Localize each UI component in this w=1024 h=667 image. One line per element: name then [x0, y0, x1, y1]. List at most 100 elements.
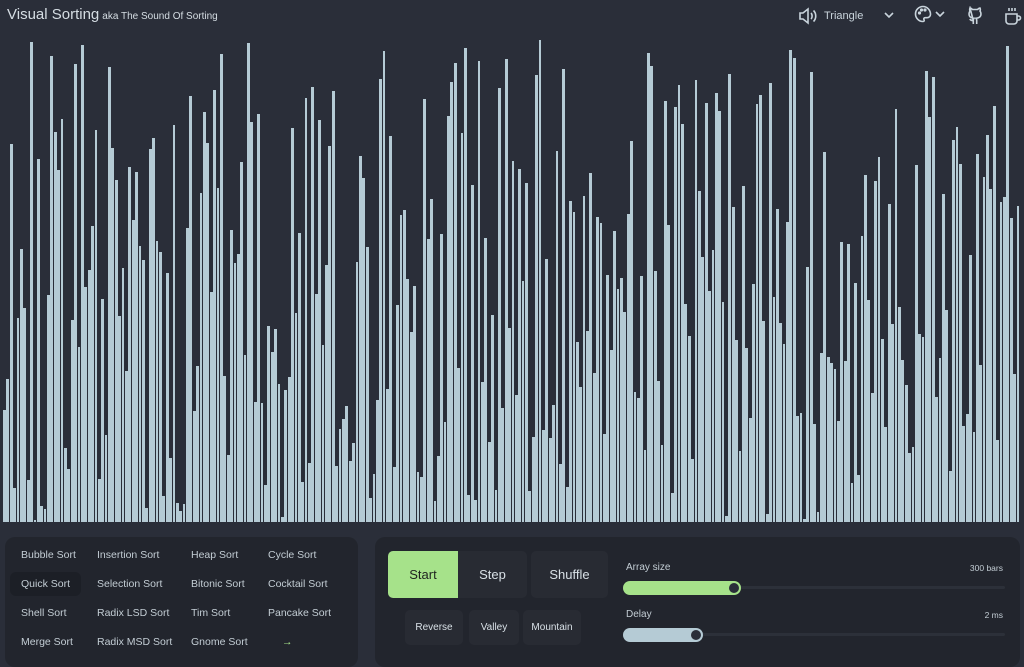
bar [735, 340, 739, 522]
algorithm-bitonic-sort[interactable]: Bitonic Sort [191, 578, 245, 590]
github-icon[interactable] [967, 6, 983, 26]
bar [413, 285, 416, 522]
bar [562, 68, 566, 522]
bar [711, 250, 715, 522]
start-button[interactable]: Start [388, 551, 458, 598]
reverse-button[interactable]: Reverse [405, 610, 463, 645]
bar [318, 120, 322, 522]
slider-handle[interactable] [691, 630, 702, 640]
chevron-down-icon [935, 11, 945, 18]
array-size-slider[interactable] [623, 581, 742, 595]
bar [528, 491, 532, 522]
delay-slider[interactable] [623, 628, 704, 642]
bar [250, 121, 254, 522]
bar [284, 390, 288, 522]
bar [297, 232, 301, 522]
bar [972, 432, 976, 522]
bar [40, 505, 44, 522]
bar [358, 155, 362, 522]
bar [47, 295, 50, 522]
chevron-down-icon[interactable] [884, 11, 894, 19]
bar [616, 289, 620, 522]
bar [1013, 374, 1016, 522]
algorithm-gnome-sort[interactable]: Gnome Sort [191, 636, 248, 648]
bar [467, 494, 471, 522]
bar [514, 395, 518, 522]
algorithm-merge-sort[interactable]: Merge Sort [21, 636, 73, 648]
delay-track[interactable] [623, 633, 1005, 636]
step-button[interactable]: Step [458, 551, 527, 598]
algorithm-heap-sort[interactable]: Heap Sort [191, 549, 239, 561]
bar [94, 129, 98, 522]
bar [386, 388, 389, 522]
bar [430, 199, 433, 522]
bar [121, 268, 125, 522]
bar [887, 203, 891, 522]
bar [687, 335, 691, 522]
bar [196, 366, 199, 522]
coffee-icon[interactable] [1004, 6, 1022, 26]
algorithm-shell-sort[interactable]: Shell Sort [21, 607, 67, 619]
algorithm-cocktail-sort[interactable]: Cocktail Sort [268, 578, 328, 590]
algorithm-insertion-sort[interactable]: Insertion Sort [97, 549, 160, 561]
slider-handle[interactable] [729, 583, 740, 593]
bar [894, 109, 898, 522]
shuffle-button[interactable]: Shuffle [531, 551, 608, 598]
bar [301, 481, 305, 522]
bar [1016, 205, 1020, 522]
bar [43, 509, 47, 522]
bar [853, 282, 857, 522]
bar [569, 200, 572, 522]
bar [840, 242, 844, 522]
bar [796, 415, 800, 522]
bar [80, 44, 84, 522]
more-algorithms-arrow-icon[interactable]: → [282, 636, 293, 648]
algorithm-radix-lsd-sort[interactable]: Radix LSD Sort [97, 607, 170, 619]
bar [464, 48, 467, 522]
algorithm-radix-msd-sort[interactable]: Radix MSD Sort [97, 636, 173, 648]
bar [6, 379, 10, 522]
mountain-button[interactable]: Mountain [523, 610, 581, 645]
bar [677, 85, 681, 522]
algorithm-selection-sort[interactable]: Selection Sort [97, 578, 163, 590]
bar [819, 353, 823, 522]
bar [125, 370, 128, 522]
bar [531, 436, 535, 522]
bar [91, 226, 94, 522]
sound-wave-select[interactable]: Triangle [798, 4, 898, 28]
bar [77, 346, 81, 522]
bar [223, 375, 227, 522]
bar [996, 440, 1000, 522]
bar [243, 354, 247, 522]
algorithm-pancake-sort[interactable]: Pancake Sort [268, 607, 332, 619]
bar [308, 462, 311, 522]
algorithm-tim-sort[interactable]: Tim Sort [191, 607, 231, 619]
bar [19, 248, 23, 522]
bar [145, 507, 149, 522]
bar [352, 443, 355, 522]
bar [904, 385, 908, 522]
bar [1006, 46, 1010, 522]
bar [643, 449, 647, 522]
bar [209, 292, 213, 522]
valley-button[interactable]: Valley [469, 610, 519, 645]
bar [860, 236, 864, 522]
bar [633, 391, 637, 522]
array-size-track[interactable] [623, 586, 1005, 589]
algorithm-quick-sort[interactable]: Quick Sort [10, 572, 82, 596]
algorithm-bubble-sort[interactable]: Bubble Sort [21, 549, 76, 561]
bar [118, 316, 122, 522]
bar [135, 171, 138, 522]
bar [67, 468, 71, 522]
bar [216, 187, 220, 522]
theme-button[interactable] [914, 5, 945, 23]
bar [270, 351, 274, 522]
bar [806, 266, 810, 522]
algorithm-cycle-sort[interactable]: Cycle Sort [268, 549, 317, 561]
bar [670, 493, 674, 522]
bar [657, 380, 661, 522]
bar [969, 255, 972, 522]
bar [636, 398, 640, 522]
bar [623, 311, 627, 522]
bar [57, 170, 61, 522]
